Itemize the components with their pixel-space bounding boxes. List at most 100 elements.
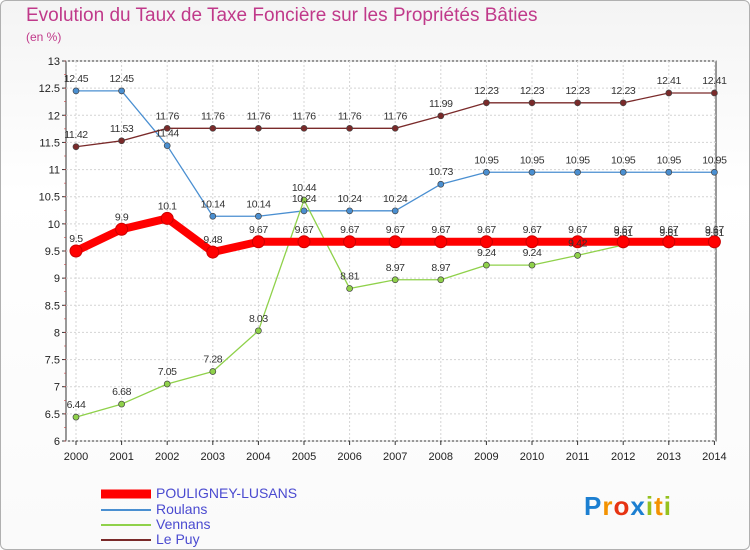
data-point: [255, 212, 262, 220]
data-label: 12.23: [474, 85, 499, 97]
data-label: 10.95: [611, 154, 636, 166]
data-point: [525, 235, 539, 249]
data-label: 9.9: [115, 211, 129, 223]
data-point: [300, 124, 308, 132]
data-label: 10.73: [429, 166, 454, 178]
legend-label: Vennans: [156, 516, 211, 532]
data-label: 11.76: [292, 110, 316, 122]
x-tick-label: 2000: [64, 451, 88, 463]
x-tick-label: 2005: [292, 451, 316, 463]
legend-label: Roulans: [156, 501, 208, 517]
data-label: 12.45: [64, 73, 89, 85]
data-point: [255, 124, 262, 132]
data-point: [619, 168, 627, 176]
data-label: 11.76: [338, 110, 362, 122]
data-point: [69, 244, 83, 258]
y-tick-label: 10: [48, 219, 60, 231]
y-tick-label: 6: [54, 436, 60, 448]
proxiti-logo: Proxiti: [584, 491, 672, 522]
x-tick-label: 2009: [474, 451, 498, 463]
y-tick-label: 10.5: [39, 192, 60, 204]
data-label: 9.67: [568, 224, 587, 236]
legend-label: Le Puy: [156, 531, 200, 547]
x-tick-label: 2003: [201, 451, 225, 463]
y-tick-label: 12.5: [39, 83, 60, 95]
data-point: [574, 168, 581, 176]
x-tick-label: 2014: [702, 451, 726, 463]
x-tick-label: 2011: [566, 451, 590, 463]
data-point: [483, 168, 490, 176]
data-point: [346, 207, 353, 215]
data-point: [300, 207, 308, 215]
data-point: [437, 276, 445, 284]
data-label: 8.81: [340, 270, 359, 282]
y-tick-label: 9: [54, 273, 60, 285]
data-point: [571, 235, 585, 249]
data-point: [483, 261, 490, 269]
logo-letter: i: [645, 491, 655, 521]
chart-title: Evolution du Taux de Taxe Foncière sur l…: [26, 5, 538, 26]
data-point: [72, 413, 80, 421]
data-label: 11.99: [429, 98, 453, 110]
data-point: [118, 137, 125, 145]
data-point: [528, 261, 536, 269]
data-point: [115, 222, 129, 236]
logo-letter: P: [584, 491, 603, 521]
data-label: 11.42: [64, 129, 88, 141]
data-label: 6.44: [67, 399, 86, 411]
data-point: [209, 124, 217, 132]
data-label: 11.53: [110, 123, 134, 135]
x-tick-label: 2002: [155, 451, 179, 463]
data-label: 9.67: [614, 224, 633, 236]
y-tick-label: 7: [54, 382, 60, 394]
data-point: [163, 124, 171, 132]
data-label: 9.67: [477, 224, 496, 236]
logo-letter: x: [630, 491, 646, 521]
logo-letter: r: [602, 491, 614, 521]
data-label: 12.23: [565, 85, 590, 97]
data-label: 10.95: [702, 154, 727, 166]
data-point: [665, 89, 673, 97]
data-point: [72, 87, 80, 95]
data-point: [528, 99, 536, 107]
y-tick-label: 12: [48, 110, 60, 122]
data-point: [206, 245, 220, 259]
data-point: [297, 235, 311, 249]
data-label: 9.67: [386, 224, 405, 236]
data-label: 7.05: [158, 366, 177, 378]
data-point: [163, 142, 171, 150]
data-point: [619, 99, 627, 107]
data-point: [479, 235, 493, 249]
data-point: [616, 235, 630, 249]
y-tick-label: 13: [48, 56, 60, 68]
data-point: [574, 99, 581, 107]
data-label: 10.95: [474, 154, 499, 166]
data-label: 9.67: [659, 224, 678, 236]
data-point: [483, 99, 490, 107]
data-label: 10.95: [657, 154, 682, 166]
x-tick-label: 2010: [520, 451, 544, 463]
data-point: [711, 168, 718, 176]
data-label: 10.44: [292, 182, 317, 194]
data-point: [707, 235, 721, 249]
data-point: [118, 400, 125, 408]
y-tick-label: 11: [49, 165, 60, 177]
data-label: 12.23: [611, 85, 636, 97]
data-label: 9.67: [523, 224, 542, 236]
data-point: [251, 235, 265, 249]
data-label: 10.24: [337, 193, 362, 205]
data-point: [160, 211, 174, 225]
logo-letter: o: [613, 491, 631, 521]
y-tick-label: 11.5: [39, 137, 60, 149]
data-label: 12.41: [657, 75, 682, 87]
x-tick-label: 2006: [337, 451, 361, 463]
data-point: [346, 285, 353, 292]
data-point: [665, 168, 673, 176]
data-label: 11.76: [201, 110, 225, 122]
data-label: 9.67: [295, 224, 314, 236]
data-label: 12.23: [520, 85, 545, 97]
data-point: [255, 327, 262, 335]
y-tick-label: 8: [54, 327, 60, 339]
y-tick-label: 9.5: [45, 246, 60, 258]
